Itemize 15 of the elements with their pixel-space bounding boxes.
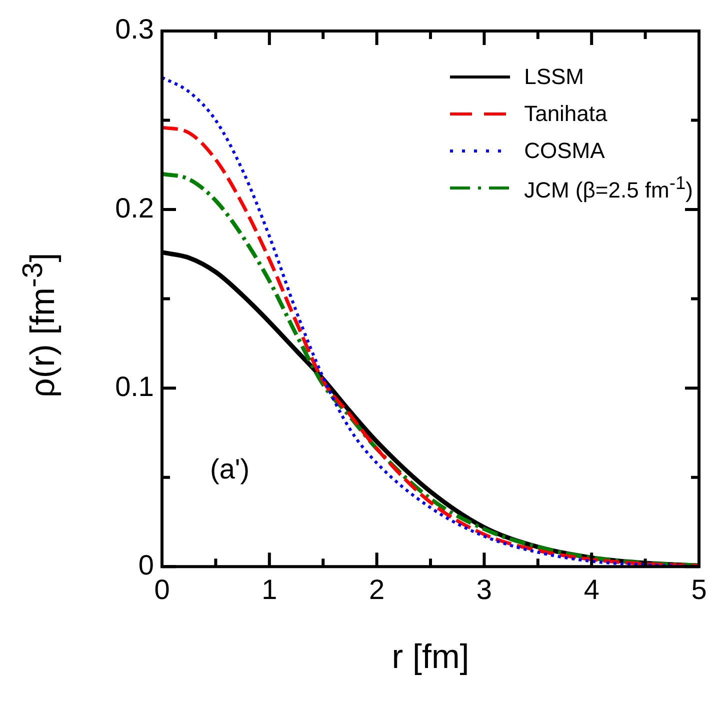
legend-label: JCM (β=2.5 fm$^{-1}$) xyxy=(524,172,693,204)
y-tick-label: 0.3 xyxy=(115,14,154,45)
y-tick-label: 0.2 xyxy=(115,192,154,224)
legend-label: Tanihata xyxy=(524,100,608,126)
x-tick-label: 4 xyxy=(584,574,600,606)
y-tick-label: 0.1 xyxy=(115,370,154,402)
x-axis-title: r [fm] xyxy=(392,638,470,676)
x-tick-label: 5 xyxy=(691,574,707,606)
x-tick-label: 3 xyxy=(476,574,492,606)
legend-label: COSMA xyxy=(524,138,605,164)
legend-label: LSSM xyxy=(524,64,584,90)
annotation: (a') xyxy=(210,454,250,485)
x-tick-label: 2 xyxy=(369,574,385,606)
y-tick-label: 0 xyxy=(138,549,154,580)
x-tick-label: 1 xyxy=(262,574,278,606)
